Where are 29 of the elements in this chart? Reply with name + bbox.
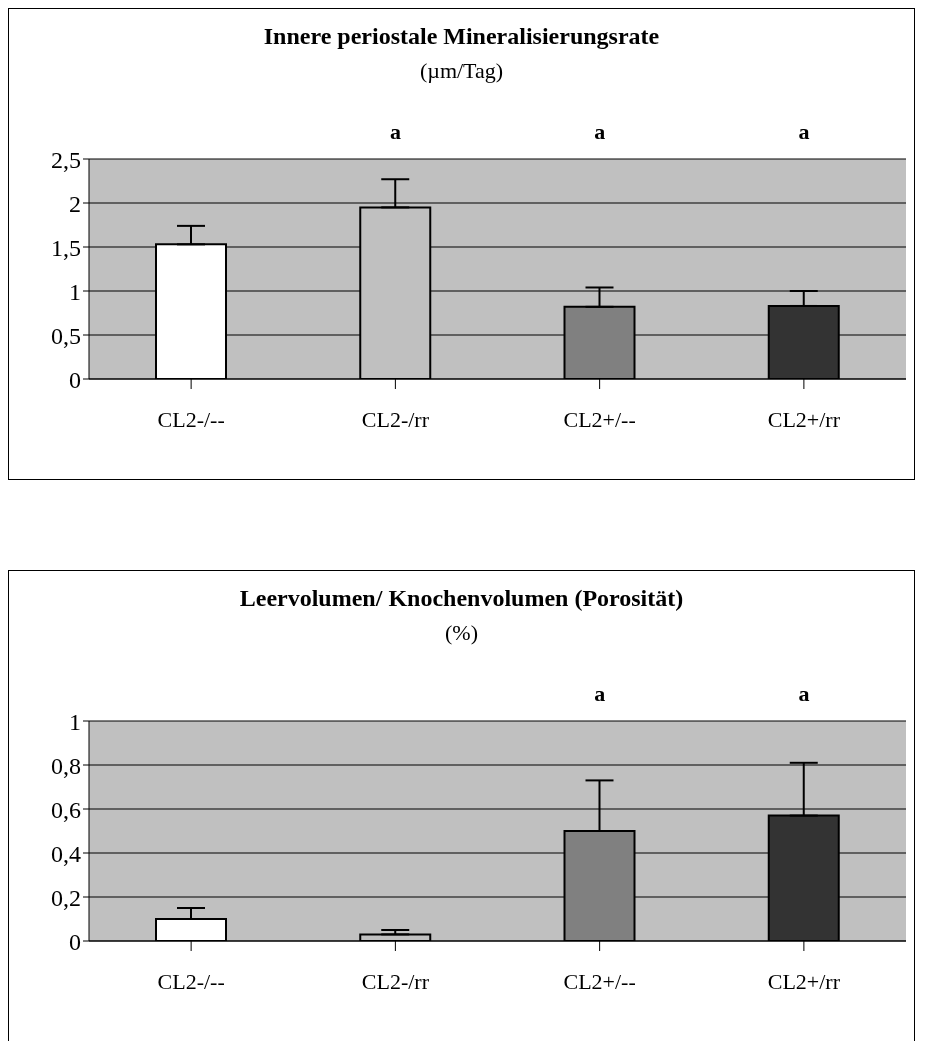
text: a: [594, 681, 606, 706]
x-tick-label: CL2+/rr: [767, 968, 841, 994]
chart-subtitle: (µm/Tag): [418, 58, 505, 84]
chart-title: Innere periostale Mineralisierungsrate: [262, 23, 661, 50]
text: a: [594, 119, 606, 144]
x-tick-label: CL2+/--: [563, 406, 636, 432]
text: a: [798, 681, 810, 706]
y-tick-label: 0,4: [51, 840, 81, 867]
y-tick-label: 0,8: [51, 752, 81, 779]
x-tick-label: CL2-/--: [157, 406, 225, 432]
y-tick-label: 0: [69, 366, 81, 393]
y-tick-label: 2,5: [51, 146, 81, 173]
y-tick-label: 0,6: [51, 796, 81, 823]
y-tick-label: 1: [69, 708, 81, 735]
text: a: [389, 119, 401, 144]
chart-subtitle: (%): [444, 620, 479, 646]
x-tick-label: CL2+/rr: [767, 406, 841, 432]
x-tick-label: CL2-/--: [157, 968, 225, 994]
x-tick-label: CL2-/rr: [361, 968, 430, 994]
y-tick-label: 2: [69, 190, 81, 217]
y-tick-label: 0,5: [51, 322, 81, 349]
y-tick-label: 1: [69, 278, 81, 305]
y-tick-label: 0,2: [51, 884, 81, 911]
text: a: [798, 119, 810, 144]
x-tick-label: CL2+/--: [563, 968, 636, 994]
y-tick-label: 0: [69, 928, 81, 955]
x-tick-label: CL2-/rr: [361, 406, 430, 432]
chart-title: Leervolumen/ Knochenvolumen (Porosität): [238, 585, 685, 612]
y-tick-label: 1,5: [51, 234, 81, 261]
